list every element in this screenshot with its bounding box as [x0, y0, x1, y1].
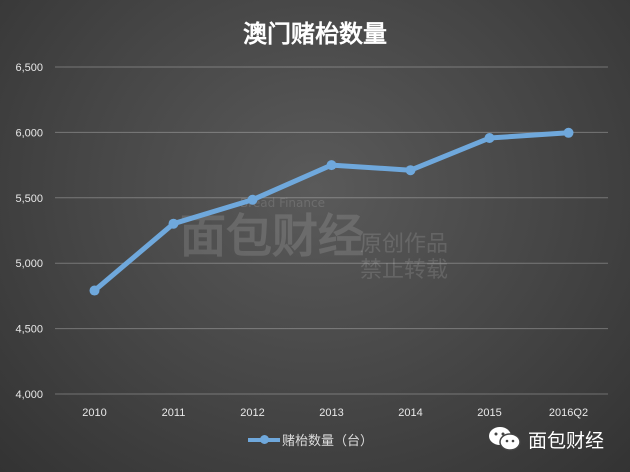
y-tick-label: 5,500	[15, 193, 43, 205]
data-point	[247, 194, 258, 205]
series-line	[92, 130, 569, 293]
brand: 面包财经	[488, 425, 604, 453]
data-point	[484, 133, 495, 144]
y-tick-label: 6,500	[15, 62, 43, 74]
x-tick-label: 2012	[240, 407, 264, 419]
data-point	[563, 127, 574, 138]
legend-label: 赌枱数量（台）	[282, 434, 374, 449]
y-tick-label: 4,000	[15, 389, 43, 401]
watermark-line2: 禁止转载	[360, 258, 449, 283]
x-tick-label: 2014	[398, 407, 422, 419]
x-tick-label: 2015	[477, 407, 501, 419]
x-tick-label: 2010	[82, 407, 106, 419]
chart-title: 澳门赌枱数量	[243, 20, 387, 48]
data-point	[168, 218, 179, 229]
x-tick-label: 2013	[319, 407, 343, 419]
data-point	[326, 160, 337, 171]
data-point	[89, 285, 100, 296]
brand-name: 面包财经	[528, 429, 605, 452]
y-tick-label: 5,000	[15, 258, 43, 270]
x-tick-label: 2011	[162, 407, 186, 419]
watermark-line1: 原创作品	[360, 232, 449, 257]
x-tick-label: 2016Q2	[549, 407, 588, 419]
legend: 赌枱数量（台）	[248, 430, 373, 449]
legend-swatch	[248, 434, 280, 444]
watermark-logo: 面包财经	[180, 209, 364, 263]
y-tick-label: 6,000	[15, 127, 43, 139]
watermark-english: Bread Finance	[240, 196, 325, 210]
data-point	[405, 165, 416, 176]
y-tick-label: 4,500	[15, 324, 43, 336]
wechat-icon	[489, 427, 521, 451]
